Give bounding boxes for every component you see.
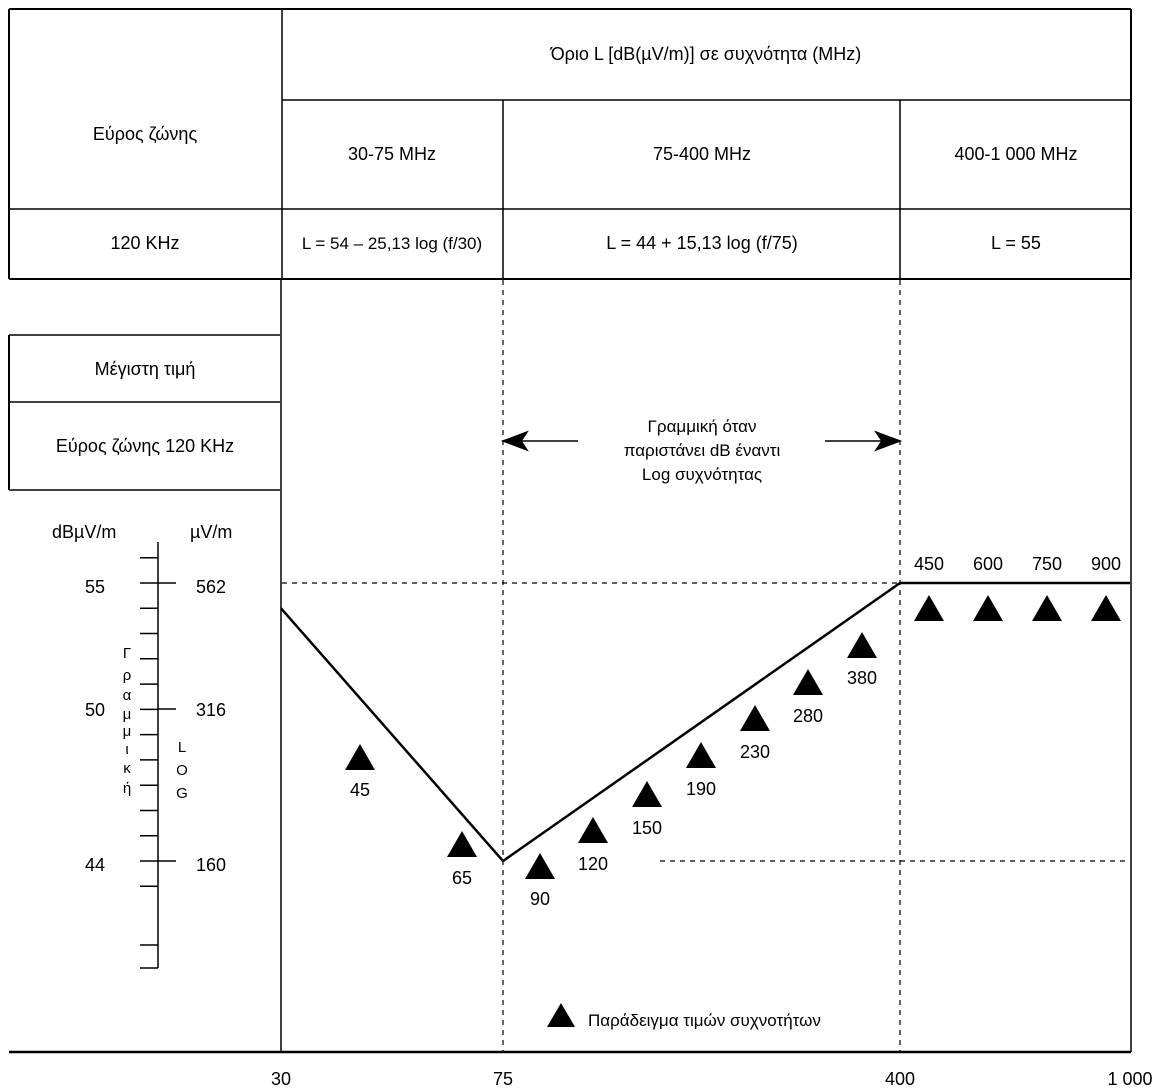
marker-triangle-45	[345, 744, 375, 770]
uv-value-316: 316	[196, 700, 226, 720]
uv-value-562: 562	[196, 577, 226, 597]
marker-label-380: 380	[847, 668, 877, 688]
marker-label-750: 750	[1032, 554, 1062, 574]
marker-label-120: 120	[578, 854, 608, 874]
max-value-label: Μέγιστη τιμή	[95, 359, 196, 379]
linear-vertical-label: Γραμμική	[123, 645, 132, 797]
unit-db-label: dBµV/m	[52, 522, 116, 542]
annotation-line-2: παριστάνει dB έναντι	[624, 441, 781, 460]
linear-letter: ι	[125, 741, 128, 758]
log-vertical-label: LOG	[176, 739, 188, 802]
scale-ruler	[140, 542, 176, 969]
linear-letter: μ	[123, 706, 132, 723]
marker-triangle-150	[632, 781, 662, 807]
marker-triangle-450	[914, 595, 944, 621]
marker-label-230: 230	[740, 742, 770, 762]
formula-3: L = 55	[991, 233, 1041, 253]
legend-label: Παράδειγμα τιμών συχνοτήτων	[588, 1011, 821, 1030]
marker-label-65: 65	[452, 868, 472, 888]
db-value-50: 50	[85, 700, 105, 720]
db-value-44: 44	[85, 855, 105, 875]
linear-letter: κ	[123, 760, 131, 777]
marker-label-900: 900	[1091, 554, 1121, 574]
formula-1: L = 54 – 25,13 log (f/30)	[302, 234, 482, 253]
marker-triangle-230	[740, 705, 770, 731]
marker-label-280: 280	[793, 706, 823, 726]
x-tick-30: 30	[271, 1069, 291, 1089]
marker-label-45: 45	[350, 780, 370, 800]
log-letter: G	[176, 785, 188, 802]
plot-frame	[9, 279, 1132, 1054]
marker-triangle-600	[973, 595, 1003, 621]
marker-label-450: 450	[914, 554, 944, 574]
legend-triangle-icon	[547, 1003, 575, 1027]
x-tick-1000: 1 000	[1107, 1069, 1152, 1089]
linear-range-arrows	[500, 430, 903, 452]
annotation-line-3: Log συχνότητας	[642, 465, 762, 484]
bandwidth-120-label: Εύρος ζώνης 120 KHz	[56, 436, 234, 456]
marker-triangle-380	[847, 632, 877, 658]
marker-label-90: 90	[530, 889, 550, 909]
band-header-1: 30-75 MHz	[348, 144, 436, 164]
limits-table	[8, 8, 1132, 280]
bandwidth-value: 120 KHz	[110, 233, 179, 253]
marker-triangle-120	[578, 817, 608, 843]
annotation-line-1: Γραμμική όταν	[648, 417, 757, 436]
x-tick-400: 400	[885, 1069, 915, 1089]
marker-triangle-900	[1091, 595, 1121, 621]
bandwidth-header: Εύρος ζώνης	[93, 124, 198, 144]
left-panel-frame	[8, 334, 280, 491]
x-tick-75: 75	[493, 1069, 513, 1089]
marker-triangle-90	[525, 853, 555, 879]
uv-value-160: 160	[196, 855, 226, 875]
marker-label-150: 150	[632, 818, 662, 838]
sample-markers: 45 65 90 120 150 190 230 280 380 450 600 750 900	[345, 554, 1121, 909]
formula-2: L = 44 + 15,13 log (f/75)	[606, 233, 797, 253]
db-value-55: 55	[85, 577, 105, 597]
unit-uv-label: µV/m	[190, 522, 232, 542]
marker-triangle-750	[1032, 595, 1062, 621]
marker-label-190: 190	[686, 779, 716, 799]
linear-letter: μ	[123, 723, 132, 740]
marker-label-600: 600	[973, 554, 1003, 574]
linear-letter: ή	[123, 780, 131, 797]
band-header-3: 400-1 000 MHz	[954, 144, 1077, 164]
log-letter: O	[176, 762, 188, 779]
linear-letter: Γ	[123, 645, 131, 662]
limit-line	[280, 581, 1130, 863]
marker-triangle-65	[447, 831, 477, 857]
log-letter: L	[178, 739, 186, 756]
limit-header: Όριο L [dB(µV/m)] σε συχνότητα (MHz)	[550, 44, 862, 64]
linear-letter: α	[123, 687, 132, 704]
band-header-2: 75-400 MHz	[653, 144, 751, 164]
marker-triangle-190	[686, 742, 716, 768]
marker-triangle-280	[793, 669, 823, 695]
linear-letter: ρ	[123, 667, 132, 684]
